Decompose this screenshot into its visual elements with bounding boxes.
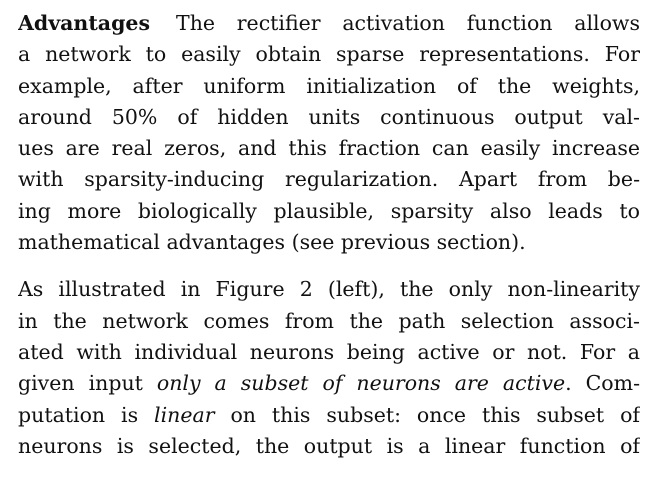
paragraph-line: ues are real zeros, and this fraction ca…	[18, 136, 640, 161]
line-text: The rectifier activation function allows	[176, 11, 640, 35]
line-text: putation is	[18, 402, 155, 427]
paragraph-line: neurons is selected, the output is a lin…	[18, 433, 640, 458]
paper-page: Advantages The rectifier activation funct…	[18, 8, 640, 462]
path-selection-paragraph: As illustrated in Figure 2 (left), the o…	[18, 274, 640, 462]
paragraph-line: ated with individual neurons being activ…	[18, 339, 640, 364]
paragraph-line: putation is linear on this subset: once …	[18, 400, 640, 431]
line-text: given input	[18, 371, 157, 396]
paragraph-line: given input only a subset of neurons are…	[18, 368, 640, 399]
paragraph-line: example, after uniform initialization of…	[18, 73, 640, 98]
line-text: on this subset: once this subset of	[214, 402, 640, 427]
paragraph-line: As illustrated in Figure 2 (left), the o…	[18, 277, 640, 302]
paragraph-line: in the network comes from the path selec…	[18, 308, 640, 333]
paragraph-line: ing more biologically plausible, sparsit…	[18, 198, 640, 223]
paragraph-line: with sparsity-inducing regularization. A…	[18, 167, 640, 192]
paragraph-line: Advantages The rectifier activation funct…	[18, 8, 640, 39]
emphasis-text: linear	[154, 402, 215, 427]
advantages-paragraph: Advantages The rectifier activation funct…	[18, 8, 640, 258]
paragraph-line: a network to easily obtain sparse repres…	[18, 42, 640, 67]
paragraph-line: around 50% of hidden units continuous ou…	[18, 104, 640, 129]
paragraph-line: mathematical advantages (see previous se…	[18, 230, 526, 255]
line-text: . Com-	[565, 371, 640, 396]
section-heading: Advantages	[18, 11, 151, 35]
emphasis-text: only a subset of neurons are active	[156, 371, 566, 396]
